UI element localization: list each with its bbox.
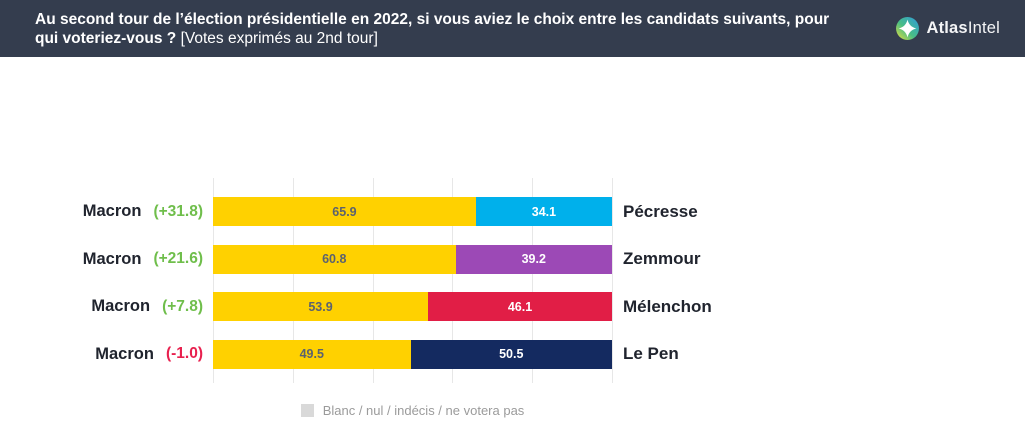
bar-row-lepen: Macron (-1.0) 49.5 50.5 Le Pen	[0, 339, 1025, 369]
bar-row-melenchon: Macron (+7.8) 53.9 46.1 Mélenchon	[0, 292, 1025, 321]
margin-label: (-1.0)	[165, 345, 203, 362]
legend-swatch-icon	[300, 404, 314, 417]
stacked-bar: 53.9 46.1	[213, 292, 612, 321]
survey-question: Au second tour de l’élection présidentie…	[35, 10, 835, 48]
bar-rows: Macron (+31.8) 65.9 34.1 Pécresse Macron…	[0, 178, 1025, 369]
atlasintel-logo: AtlasIntel	[895, 0, 1000, 57]
stacked-bar: 60.8 39.2	[213, 244, 612, 274]
bar-value-opponent: 46.1	[507, 299, 533, 314]
gridline-0	[213, 178, 214, 383]
bar-value-opponent: 50.5	[499, 347, 524, 361]
candidate-right-label: Zemmour	[623, 249, 701, 268]
bar-segment-macron: 53.9	[213, 292, 429, 321]
legend-label: Blanc / nul / indécis / ne votera pas	[322, 403, 525, 418]
bar-row-zemmour: Macron (+21.6) 60.8 39.2 Zemmour	[0, 244, 1025, 274]
gridline-20	[292, 178, 294, 383]
bar-value-macron: 65.9	[332, 204, 357, 219]
survey-question-note: [Votes exprimés au 2nd tour]	[180, 29, 378, 47]
chart-legend: Blanc / nul / indécis / ne votera pas	[213, 403, 612, 418]
survey-question-bold: Au second tour de l’élection présidentie…	[35, 10, 830, 47]
candidate-left-label: Macron	[82, 202, 142, 220]
candidate-right-label: Pécresse	[623, 201, 698, 221]
bar-value-opponent: 39.2	[521, 252, 546, 266]
candidate-left-label: Macron	[82, 249, 142, 268]
stacked-bar: 65.9 34.1	[213, 197, 612, 226]
bar-row-pecresse: Macron (+31.8) 65.9 34.1 Pécresse	[0, 197, 1025, 226]
gridline-100	[612, 178, 613, 383]
bar-segment-macron: 60.8	[213, 244, 456, 274]
bar-segment-macron: 49.5	[213, 339, 411, 369]
bar-segment-opponent: 50.5	[410, 339, 612, 369]
atlasintel-wordmark: AtlasIntel	[926, 19, 1000, 37]
head-to-head-bar-chart: Macron (+31.8) 65.9 34.1 Pécresse Macron…	[0, 178, 1025, 431]
bar-segment-macron: 65.9	[213, 197, 476, 226]
bar-segment-opponent: 39.2	[455, 244, 612, 274]
atlasintel-compass-icon	[896, 17, 920, 40]
bar-segment-opponent: 46.1	[428, 292, 612, 321]
gridline-60	[452, 178, 454, 383]
margin-label: (+21.6)	[153, 250, 203, 267]
candidate-right-label: Mélenchon	[623, 296, 712, 316]
bar-value-macron: 53.9	[308, 299, 333, 314]
plot-gridlines	[213, 178, 613, 383]
row-left-labels: Macron (-1.0)	[0, 345, 213, 364]
bar-value-macron: 60.8	[322, 252, 347, 266]
candidate-right-label: Le Pen	[623, 344, 679, 363]
header-bar: Au second tour de l’élection présidentie…	[0, 0, 1025, 57]
margin-label: (+7.8)	[162, 297, 203, 315]
row-left-labels: Macron (+7.8)	[0, 297, 213, 316]
candidate-left-label: Macron	[95, 344, 154, 363]
gridline-80	[532, 178, 534, 383]
bar-value-macron: 49.5	[299, 347, 324, 361]
gridline-40	[372, 178, 374, 383]
row-left-labels: Macron (+21.6)	[0, 250, 213, 269]
stacked-bar: 49.5 50.5	[213, 339, 612, 369]
margin-label: (+31.8)	[153, 202, 203, 220]
candidate-left-label: Macron	[91, 297, 151, 315]
row-left-labels: Macron (+31.8)	[0, 202, 213, 221]
bar-value-opponent: 34.1	[531, 204, 557, 219]
bar-segment-opponent: 34.1	[475, 197, 612, 226]
